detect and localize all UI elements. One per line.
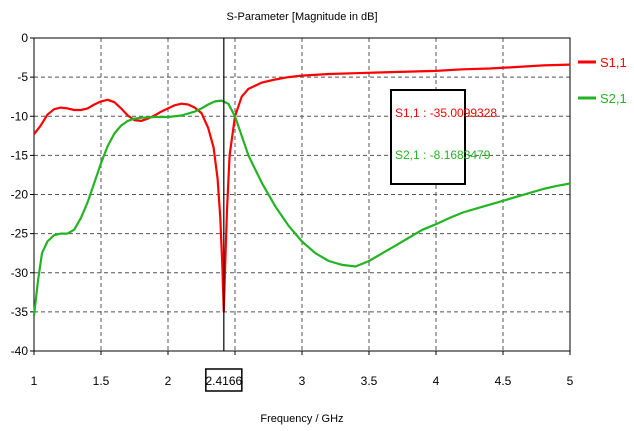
y-tick-label: -25 <box>11 227 29 241</box>
y-tick-label: -5 <box>17 70 28 84</box>
legend: S1,1 S2,1 <box>578 55 627 106</box>
y-axis-ticks: 0 -5 -10 -15 -20 -25 -30 -35 -40 <box>11 31 34 358</box>
x-tick-label: 2 <box>165 374 172 388</box>
marker-readout-box: S1,1 : -35.0099328 S2,1 : -8.1683479 <box>390 89 497 185</box>
x-tick-label: 3.5 <box>361 374 378 388</box>
marker-readout-s21: S2,1 : -8.1683479 <box>395 148 491 162</box>
x-axis-label: Frequency / GHz <box>260 413 343 425</box>
frequency-marker[interactable]: 2.4166 <box>205 38 243 392</box>
y-tick-label: -15 <box>11 148 29 162</box>
legend-label-s21: S2,1 <box>600 91 627 106</box>
legend-item-s11[interactable]: S1,1 <box>578 55 627 70</box>
x-tick-label: 5 <box>567 374 574 388</box>
x-tick-label: 4 <box>433 374 440 388</box>
series-line-s11 <box>33 63 571 313</box>
y-tick-label: 0 <box>21 31 28 45</box>
y-tick-label: -35 <box>11 305 29 319</box>
y-tick-label: -40 <box>11 344 29 358</box>
marker-value-label: 2.4166 <box>205 374 242 388</box>
legend-label-s11: S1,1 <box>600 55 627 70</box>
y-tick-label: -20 <box>11 188 29 202</box>
x-tick-label: 1.5 <box>93 374 110 388</box>
series-layer <box>32 63 571 316</box>
legend-item-s21[interactable]: S2,1 <box>578 91 627 106</box>
marker-readout-frame <box>390 89 466 185</box>
grid <box>34 38 570 351</box>
x-tick-label: 3 <box>299 374 306 388</box>
marker-value-box[interactable] <box>205 368 243 392</box>
y-tick-label: -30 <box>11 266 29 280</box>
y-tick-label: -10 <box>11 109 29 123</box>
chart-title: S-Parameter [Magnitude in dB] <box>226 11 377 23</box>
x-tick-label: 4.5 <box>495 374 512 388</box>
x-tick-label: 1 <box>31 374 38 388</box>
series-line-s21 <box>32 99 571 316</box>
marker-readout-s11: S1,1 : -35.0099328 <box>395 106 497 120</box>
x-axis-ticks: 11.522.533.544.55 <box>31 351 574 388</box>
